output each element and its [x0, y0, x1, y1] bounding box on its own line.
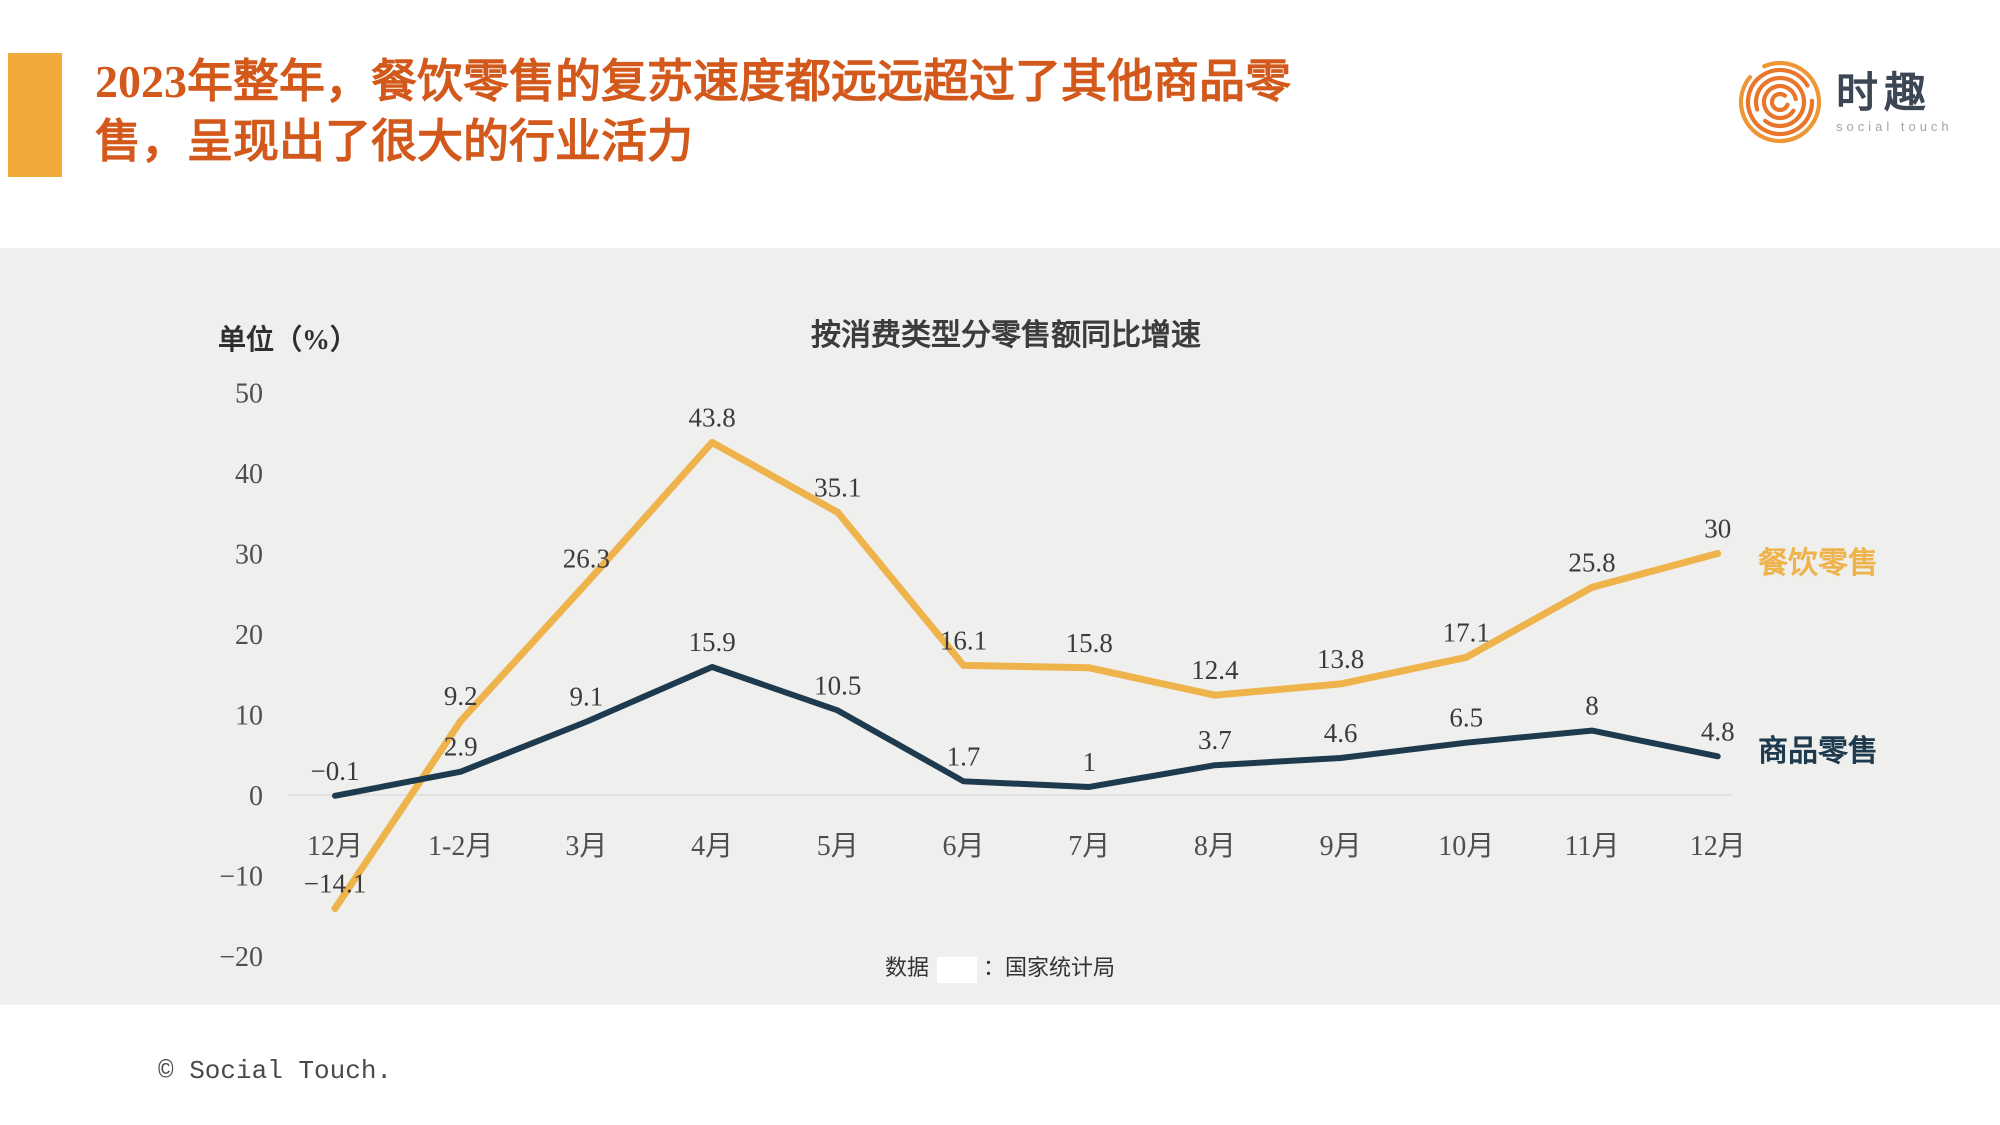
data-label: 30: [1704, 514, 1731, 544]
data-label: 25.8: [1568, 547, 1615, 577]
data-label: −0.1: [311, 756, 360, 786]
brand-subtitle: social touch: [1836, 119, 1953, 135]
x-tick-label: 9月: [1320, 831, 1362, 862]
y-tick-label: −20: [219, 942, 263, 973]
title-accent-bar: [8, 53, 62, 177]
source-suffix: ：国家统计局: [983, 955, 1116, 980]
data-label: 17.1: [1443, 617, 1490, 647]
data-label: 9.1: [570, 682, 604, 712]
y-tick-label: 40: [235, 459, 263, 490]
series-line-catering-retail: [331, 438, 1722, 913]
data-label: 10.5: [814, 670, 861, 700]
page-title: 2023年整年，餐饮零售的复苏速度都远远超过了其他商品零售，呈现出了很大的行业活…: [95, 56, 1291, 167]
spiral-circles-icon: [1738, 60, 1822, 144]
legend-goods-retail: 商品零售: [1758, 735, 1878, 768]
y-tick-label: 0: [249, 781, 263, 812]
chart-panel: 50 40 30 20 10 0 −10 −20 12月 1-2月 3月 4月 5月 6月 7月 8月 9月 10…: [0, 248, 2000, 1005]
data-label: 35.1: [814, 472, 861, 502]
x-tick-label: 12月: [1690, 831, 1746, 862]
legend-catering-retail: 餐饮零售: [1758, 547, 1878, 580]
x-tick-label: 10月: [1438, 831, 1494, 862]
data-label: 43.8: [688, 402, 735, 432]
y-tick-label: 20: [235, 620, 263, 651]
series-line-goods-retail: [332, 664, 1721, 799]
x-tick-label: 7月: [1068, 831, 1110, 862]
data-label: 15.8: [1066, 628, 1113, 658]
data-source-note: 数据 ：国家统计局: [700, 950, 1300, 983]
y-tick-label: 30: [235, 540, 263, 571]
brand-logo: 时趣 social touch: [1738, 52, 1968, 152]
data-label: 3.7: [1198, 725, 1232, 755]
data-label: 26.3: [563, 543, 610, 573]
y-tick-label: 10: [235, 701, 263, 732]
data-label: 8: [1585, 691, 1599, 721]
data-label: 4.8: [1701, 716, 1735, 746]
copyright: © Social Touch.: [158, 1056, 393, 1086]
data-label: 13.8: [1317, 644, 1364, 674]
x-tick-label: 6月: [942, 831, 984, 862]
data-label: 2.9: [444, 732, 478, 762]
data-label: 15.9: [688, 627, 735, 657]
data-label: 4.6: [1324, 718, 1358, 748]
x-tick-label: 11月: [1565, 831, 1620, 862]
x-tick-label: 5月: [817, 831, 859, 862]
data-label: 12.4: [1191, 655, 1239, 685]
data-label: 6.5: [1449, 703, 1483, 733]
x-tick-label: 8月: [1194, 831, 1236, 862]
data-label: 16.1: [940, 625, 987, 655]
source-prefix: 数据: [884, 955, 929, 980]
y-tick-label: 50: [235, 379, 263, 410]
y-axis-unit-label: 单位（%）: [218, 325, 359, 356]
data-label: 9.2: [444, 681, 478, 711]
redaction-box: [937, 956, 977, 983]
x-tick-label: 1-2月: [428, 831, 493, 862]
data-label: −14.1: [304, 869, 366, 899]
brand-name: 时趣: [1836, 68, 1933, 116]
x-tick-label: 12月: [307, 831, 363, 862]
chart-title: 按消费类型分零售额同比增速: [811, 319, 1201, 352]
y-tick-label: −10: [219, 862, 263, 893]
x-tick-label: 3月: [565, 831, 607, 862]
line-chart: 50 40 30 20 10 0 −10 −20 12月 1-2月 3月 4月 5月 6月 7月 8月 9月 10…: [219, 379, 1746, 974]
data-label: 1: [1082, 747, 1096, 777]
x-tick-label: 4月: [691, 831, 733, 862]
data-label: 1.7: [947, 741, 981, 771]
